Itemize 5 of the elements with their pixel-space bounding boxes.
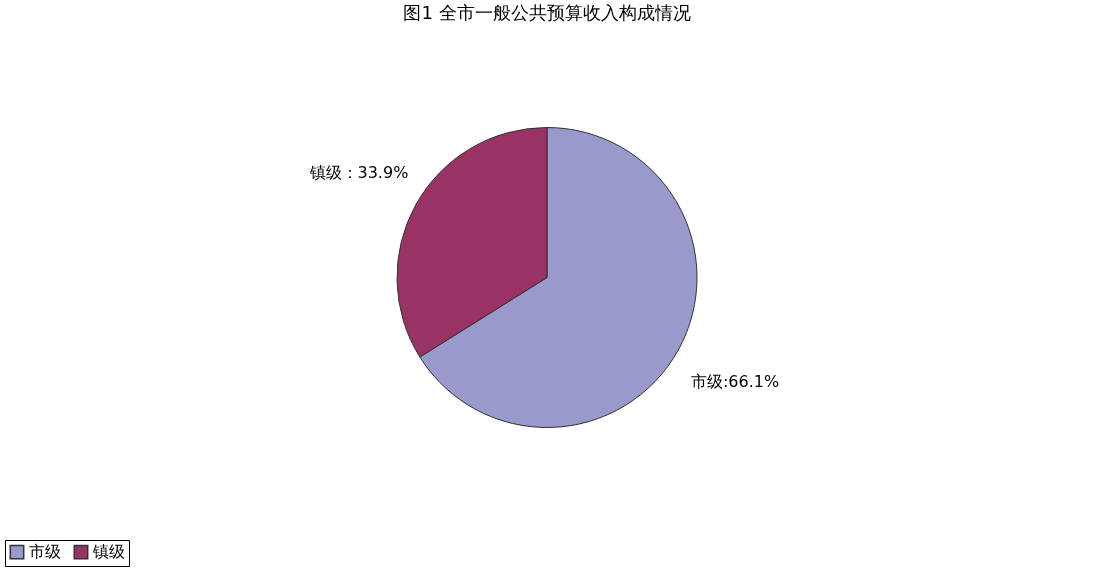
legend-label: 市级 (29, 542, 61, 562)
data-label: 镇级：33.9% (308, 163, 409, 183)
chart-title: 图1 全市一般公共预算收入构成情况 (403, 2, 691, 23)
data-label: 市级:66.1% (690, 371, 780, 391)
legend-label: 镇级 (92, 542, 125, 562)
